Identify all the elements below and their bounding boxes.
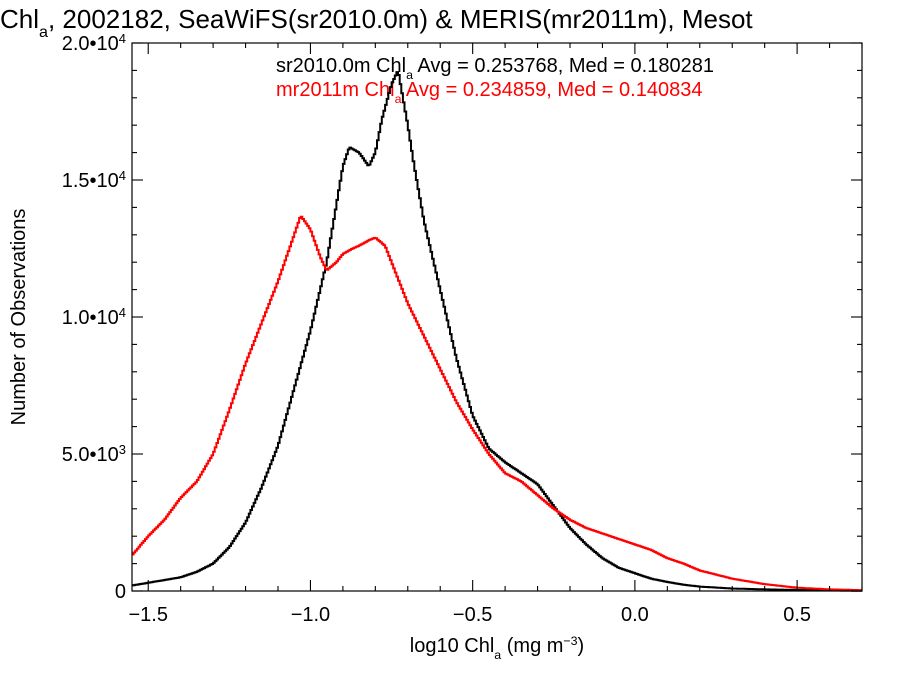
x-tick-label: 0.0 xyxy=(621,604,649,626)
x-tick-label: −0.5 xyxy=(453,604,492,626)
x-tick-label: 0.5 xyxy=(783,604,811,626)
y-tick-label: 5.0•103 xyxy=(62,442,126,467)
plot-frame xyxy=(131,42,863,592)
annotation-1: sr2010.0m Chla Avg = 0.253768, Med = 0.1… xyxy=(276,55,714,82)
series-line-mr2011m xyxy=(132,215,862,592)
series-line-sr2010.0m xyxy=(132,71,862,592)
legend-annotations: sr2010.0m Chla Avg = 0.253768, Med = 0.1… xyxy=(276,55,714,106)
series-layer xyxy=(132,71,862,592)
x-tick-label: −1.0 xyxy=(291,604,330,626)
y-axis-label: Number of Observations xyxy=(8,209,30,426)
x-tick-label: −1.5 xyxy=(128,604,167,626)
annotation-2: mr2011m Chla Avg = 0.234859, Med = 0.140… xyxy=(276,79,702,106)
chart-title: Chla, 2002182, SeaWiFS(sr2010.0m) & MERI… xyxy=(0,4,753,41)
x-axis-label: log10 Chla (mg m−3) xyxy=(410,634,584,662)
y-tick-label: 0 xyxy=(115,581,126,603)
y-tick-label: 2.0•104 xyxy=(62,31,126,56)
x-tick-labels: −1.5 −1.0 −0.5 0.0 0.5 xyxy=(128,604,811,626)
y-tick-label: 1.0•104 xyxy=(62,305,126,330)
y-tick-labels: 0 5.0•103 1.0•104 1.5•104 2.0•104 xyxy=(62,31,126,604)
axis-ticks xyxy=(132,42,863,592)
y-tick-label: 1.5•104 xyxy=(62,168,126,193)
